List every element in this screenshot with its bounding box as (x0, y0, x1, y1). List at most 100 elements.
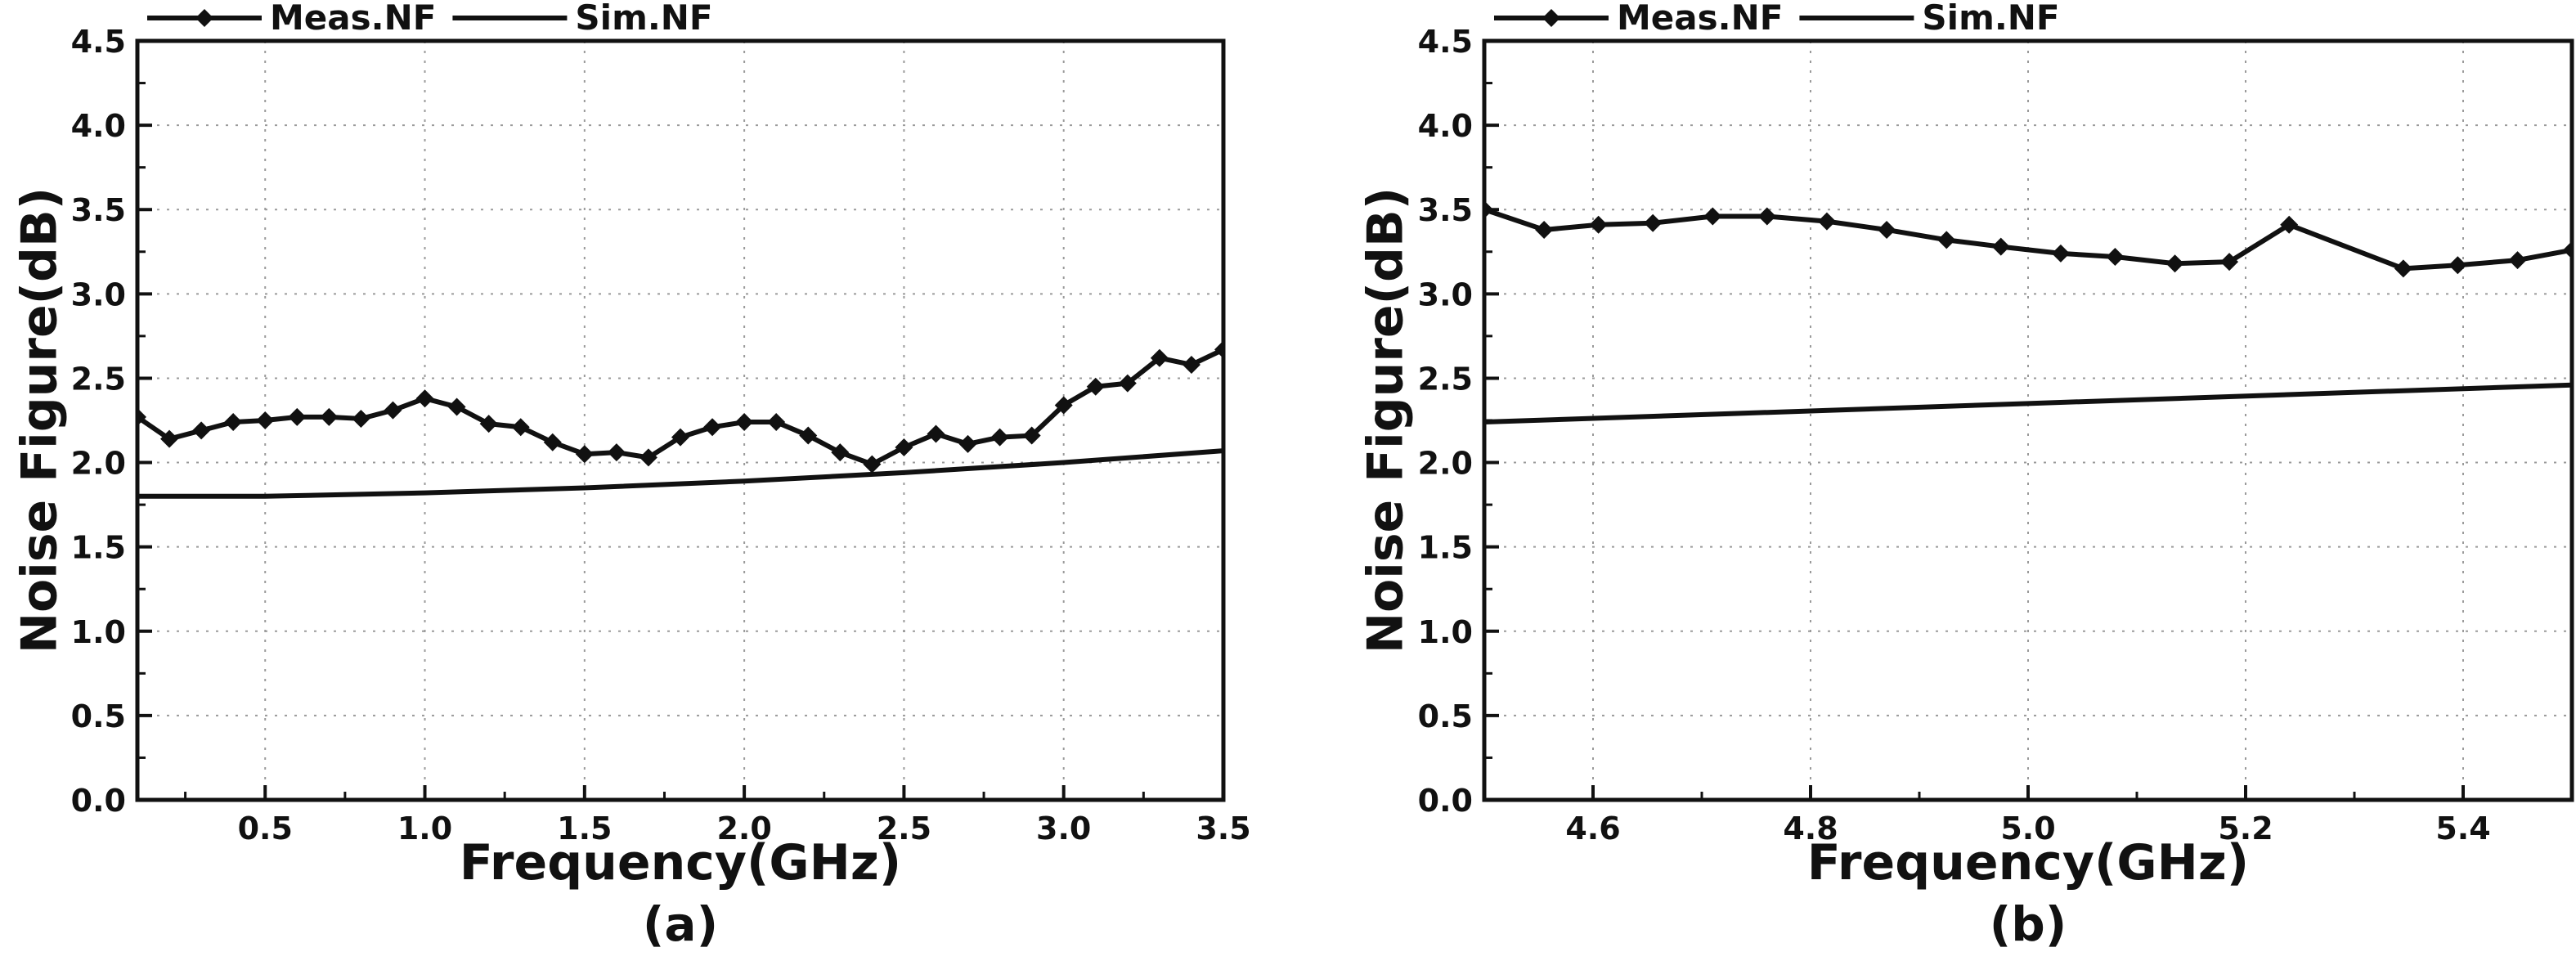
panel-label: (b) (1990, 896, 2067, 952)
legend-item: Meas.NF (147, 0, 436, 38)
data-point (1817, 212, 1836, 231)
plot-frame (135, 38, 1226, 802)
data-point (735, 413, 754, 432)
y-tick-label: 2.0 (71, 446, 126, 482)
y-tick-label: 2.5 (71, 361, 126, 397)
x-tick-label: 2.5 (877, 811, 931, 846)
data-point (320, 407, 339, 426)
legend-item: Sim.NF (1799, 0, 2060, 38)
data-point (607, 443, 626, 462)
chart-panel-1: 0.5 1.0 1.5 2.0 2.5 3.0 3.5 0.0 0.5 1.0 1.5 2.0 2.5 3… (11, 0, 1251, 952)
data-point (511, 418, 530, 437)
data-point (1991, 237, 2010, 256)
data-point (639, 448, 657, 467)
y-tick-label: 0.0 (71, 783, 126, 819)
data-point (2563, 240, 2572, 259)
data-point (415, 389, 434, 408)
data-point (671, 428, 689, 447)
series-line (137, 448, 1223, 499)
grid (1484, 41, 2572, 800)
legend-marker (195, 9, 213, 27)
data-point (160, 429, 179, 448)
data-point (192, 421, 211, 440)
data-point (703, 418, 722, 437)
series-sim-nf (1484, 382, 2572, 425)
y-tick-label: 4.5 (71, 24, 126, 60)
y-tick-label: 4.5 (1418, 24, 1473, 60)
x-axis-title: Frequency(GHz) (1807, 834, 2249, 891)
y-tick-label: 1.0 (71, 614, 126, 650)
y-tick-label: 1.5 (1418, 530, 1473, 566)
y-tick-label: 1.0 (1418, 614, 1473, 650)
data-point (990, 428, 1009, 447)
y-tick-label: 3.0 (1418, 276, 1473, 312)
data-point (1535, 220, 1554, 239)
data-point (1118, 374, 1137, 393)
data-point (1757, 207, 1776, 226)
data-point (224, 413, 243, 432)
data-point (1878, 220, 1896, 239)
y-tick-label: 3.5 (71, 192, 126, 228)
data-point (384, 401, 402, 420)
legend-item: Meas.NF (1494, 0, 1783, 38)
y-tick-label: 2.5 (1418, 361, 1473, 397)
data-point (2220, 253, 2239, 272)
y-tick-label: 0.5 (71, 698, 126, 734)
legend-label: Meas.NF (270, 0, 436, 38)
y-tick-label: 0.5 (1418, 698, 1473, 734)
x-tick-label: 5.2 (2218, 811, 2273, 846)
series-meas-nf (1484, 200, 2572, 278)
legend-label: Sim.NF (575, 0, 712, 38)
legend-label: Meas.NF (1617, 0, 1783, 38)
x-tick-label: 3.0 (1036, 811, 1091, 846)
data-point (1937, 231, 1956, 249)
x-tick-label: 5.0 (2000, 811, 2055, 846)
data-point (2508, 251, 2527, 270)
data-point (137, 407, 146, 426)
plot-frame (1482, 38, 2574, 802)
data-point (2280, 215, 2299, 234)
data-point (2394, 259, 2412, 278)
legend-marker (1542, 9, 1560, 27)
series-sim-nf (137, 448, 1223, 499)
legend: Meas.NF Sim.NF (1494, 0, 2060, 38)
y-tick-label: 4.0 (71, 108, 126, 144)
data-point (1644, 213, 1663, 232)
x-tick-label: 1.0 (397, 811, 452, 846)
legend-item: Sim.NF (452, 0, 713, 38)
data-point (831, 443, 850, 462)
series-meas-nf (137, 340, 1223, 474)
data-point (1054, 396, 1073, 415)
data-point (543, 433, 562, 451)
data-point (352, 409, 370, 428)
y-tick-label: 1.5 (71, 530, 126, 566)
data-point (1589, 215, 1608, 234)
data-point (1150, 348, 1169, 367)
chart-panel-2: 4.6 4.8 5.0 5.2 5.4 0.0 0.5 1.0 1.5 2.0 2.5 3.0 3.5 4… (1358, 0, 2574, 952)
data-point (1214, 340, 1223, 359)
x-axis-title: Frequency(GHz) (460, 834, 901, 891)
minor-ticks (1484, 82, 2356, 800)
x-tick-label: 4.6 (1565, 811, 1620, 846)
y-tick-label: 0.0 (1418, 783, 1473, 819)
data-point (1182, 355, 1200, 374)
data-point (2448, 256, 2467, 275)
data-point (1022, 426, 1041, 445)
y-axis-title: Noise Figure(dB) (1358, 187, 1415, 653)
y-tick-label: 3.0 (71, 276, 126, 312)
y-axis-title: Noise Figure(dB) (11, 187, 69, 653)
y-tick-label: 2.0 (1418, 446, 1473, 482)
data-point (1484, 200, 1493, 219)
data-point (447, 397, 466, 416)
data-point (767, 413, 786, 432)
x-tick-label: 4.8 (1783, 811, 1838, 846)
data-point (1086, 377, 1105, 396)
minor-ticks (137, 82, 1145, 800)
x-axis-ticks: 4.6 4.8 5.0 5.2 5.4 (1565, 785, 2491, 846)
data-point (288, 407, 307, 426)
data-point (863, 455, 882, 474)
y-axis-ticks: 0.0 0.5 1.0 1.5 2.0 2.5 3.0 3.5 4.0 4.5 (71, 24, 152, 819)
data-point (2106, 247, 2125, 266)
x-axis-ticks: 0.5 1.0 1.5 2.0 2.5 3.0 3.5 (238, 785, 1251, 846)
